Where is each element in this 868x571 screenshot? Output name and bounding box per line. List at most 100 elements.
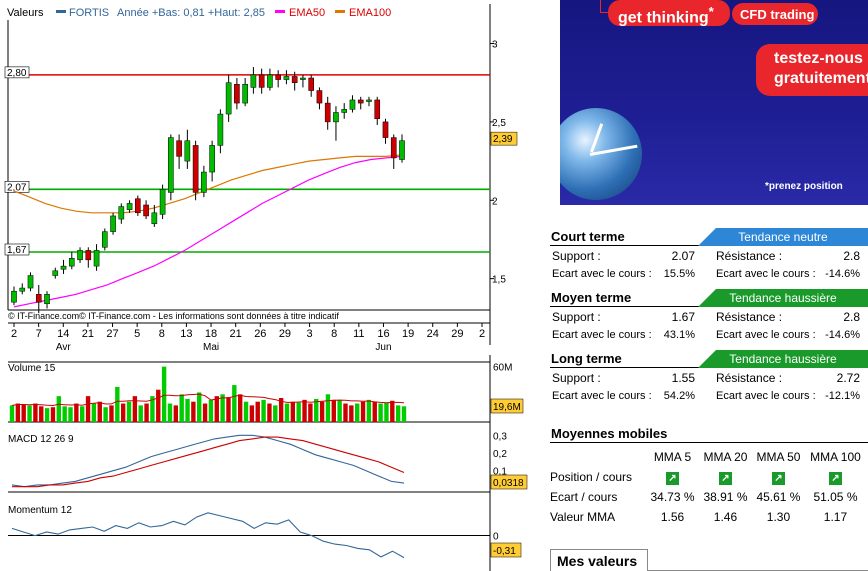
resistance-value: 2.8 [843,310,860,324]
volume-bar [355,403,360,422]
arrow-up-icon: ↗ [665,471,679,485]
table-cell: 1.17 [823,510,848,524]
x-tick-label: 16 [377,328,389,340]
support-row: Support : 2.07 Résistance : 2.8 [550,246,868,265]
table-cell: 1.46 [713,510,738,524]
support-value: 1.67 [671,310,695,324]
last-momentum-label: -0,31 [493,546,516,557]
support-value: 1.55 [671,371,695,385]
x-tick-label: 2 [11,328,17,340]
volume-bar [267,403,272,422]
candle-body [357,99,364,104]
volume-bar [349,405,354,422]
x-tick-label: 21 [230,328,242,340]
volume-bar [191,401,196,422]
momentum-line [11,512,405,559]
volume-bar [85,396,91,422]
column-header: MMA 5 [653,450,692,464]
x-tick-label: 21 [82,328,94,340]
resistance-value: 2.72 [836,371,860,385]
x-tick-label: 8 [159,328,165,340]
candle-body [217,113,224,146]
volume-bar [226,397,231,422]
volume-bar [138,405,143,422]
last-volume-box [490,398,524,414]
ad-banner[interactable]: get thinking* CFD trading testez-nous gr… [560,0,868,205]
macd-title: MACD 12 26 9 [8,434,74,445]
trend-badge: Tendance haussière [698,289,868,307]
candle-body [143,204,149,217]
volume-bar [50,407,56,422]
mes-valeurs-tab[interactable]: Mes valeurs [550,549,648,571]
x-tick-label: 7 [36,328,42,340]
ad-cta-line1: testez-nous [774,50,863,67]
candle-body [399,140,405,160]
x-tick-label: 29 [451,328,463,340]
volume-bar [202,403,208,422]
ecart-row: Ecart avec le cours : 43.1% Ecart avec l… [550,326,868,345]
table-cell: 1.56 [660,510,685,524]
ema100-line [13,154,403,214]
legend-price-swatch [56,10,66,13]
candle-body [77,250,83,261]
column-header: MMA 50 [756,450,801,464]
y-tick-label: 0,2 [493,449,507,460]
section-header: Long terme Tendance haussière [550,350,868,368]
support-label: Support : [552,371,601,385]
row-label: Valeur MMA [550,510,616,524]
legend-ema50-swatch [275,10,285,13]
volume-bar [103,407,108,422]
x-tick-label: 11 [353,328,364,340]
candle-body [267,74,273,88]
support-row: Support : 1.67 Résistance : 2.8 [550,307,868,326]
volume-bar [395,405,401,422]
volume-bar [243,401,249,422]
volume-bar [185,398,190,422]
y-tick-label: 60M [493,363,512,374]
volume-bar [44,408,50,422]
candle-body [184,140,191,162]
volume-bar [21,404,26,422]
trend-badge: Tendance haussière [698,350,868,368]
candle-body [151,212,158,225]
level-label: 2,07 [7,182,27,193]
copyright-text: © IT-Finance.com© IT-Finance.com - Les i… [8,311,339,321]
candle-body [324,102,331,123]
candle-body [390,137,397,159]
last-price-box [490,131,518,146]
volume-bar [343,403,348,422]
x-tick-label: 26 [254,328,266,340]
level-label-box [4,66,30,79]
ad-product: CFD trading [732,3,818,25]
volume-bar [378,403,383,422]
table-header-row: MMA 5 MMA 20 MMA 50 MMA 100 [550,447,866,467]
candle-body [52,270,59,276]
month-label: Jun [375,342,391,353]
volume-average-line [11,393,405,407]
stock-chart: Valeurs FORTIS Année +Bas: 0,81 +Haut: 2… [4,4,528,571]
volume-bar [319,401,325,422]
volume-bar [39,406,44,422]
volume-bar [290,401,296,422]
resistance-ecart: -14.6% [825,329,860,341]
legend-range: Année +Bas: 0,81 +Haut: 2,85 [117,7,265,19]
candle-body [11,290,17,303]
volume-bar [337,399,342,422]
volume-bar [109,405,114,422]
ecart-label: Ecart avec le cours : [552,329,652,341]
ad-cta[interactable]: testez-nous gratuitement [756,44,868,96]
volume-bar [325,394,331,422]
y-tick-label: 3 [492,40,498,51]
candle-body [209,145,215,173]
volume-bar [232,385,237,422]
candle-body [225,82,232,115]
support-label: Support : [552,249,601,263]
support-row: Support : 1.55 Résistance : 2.72 [550,368,868,387]
volume-title: Volume 15 [8,363,56,374]
x-tick-label: 2 [479,328,485,340]
volume-bar [208,399,214,422]
volume-bar [97,401,102,422]
candle-body [291,76,298,83]
volume-bar [220,394,225,422]
section-court-terme: Court terme Tendance neutre Support : 2.… [550,228,868,284]
